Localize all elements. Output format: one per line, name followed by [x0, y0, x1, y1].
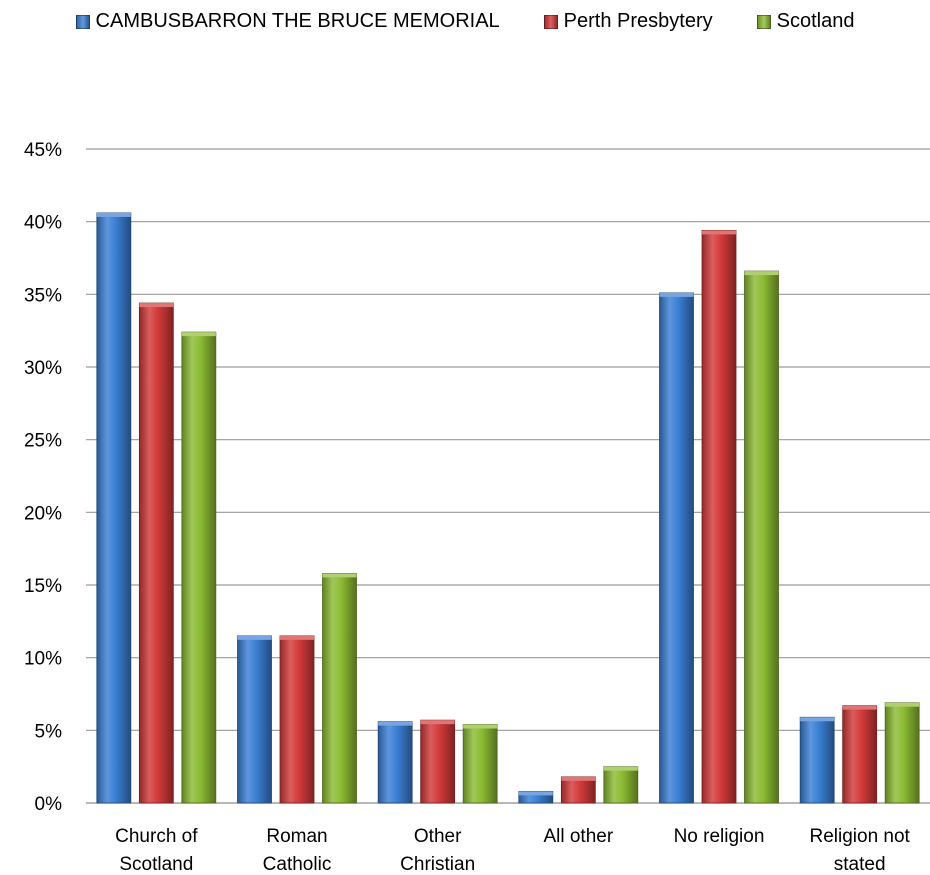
- bar-top-highlight: [518, 791, 553, 796]
- x-category-label: Other Christian: [400, 826, 475, 875]
- legend-swatch: [756, 14, 771, 29]
- legend-label: Scotland: [776, 10, 855, 32]
- bar-top-highlight: [603, 766, 638, 771]
- legend-item: CAMBUSBARRON THE BRUCE MEMORIAL: [75, 10, 500, 33]
- bar-top-highlight: [463, 724, 498, 729]
- bar-2-1: [420, 719, 456, 804]
- bar-4-0: [659, 292, 694, 804]
- y-tick-label: 10%: [24, 649, 62, 670]
- bar-top-highlight: [139, 303, 174, 308]
- y-tick-label: 45%: [24, 140, 62, 161]
- bar-top-highlight: [842, 705, 877, 710]
- legend-swatch: [75, 14, 90, 29]
- y-tick-label: 30%: [24, 358, 62, 379]
- legend-swatch: [543, 14, 558, 29]
- bar-0-2: [181, 331, 217, 804]
- legend-label: Perth Presbytery: [563, 10, 713, 32]
- x-category-label: Roman Catholic: [263, 826, 332, 875]
- legend-item: Perth Presbytery: [543, 10, 713, 33]
- bar-top-highlight: [659, 292, 694, 297]
- bar-1-2: [322, 572, 357, 804]
- bar-top-highlight: [96, 212, 131, 217]
- bar-2-2: [462, 724, 498, 804]
- bar-5-1: [842, 705, 878, 804]
- bar-top-highlight: [702, 230, 736, 235]
- x-category-label: No religion: [674, 826, 765, 847]
- bar-0-1: [138, 302, 174, 804]
- y-tick-label: 25%: [24, 431, 62, 452]
- bar-top-highlight: [378, 721, 413, 726]
- bar-2-0: [377, 721, 413, 804]
- bar-top-highlight: [744, 271, 779, 276]
- legend-label: CAMBUSBARRON THE BRUCE MEMORIAL: [95, 10, 500, 32]
- bar-top-highlight: [561, 776, 596, 781]
- y-tick-label: 15%: [24, 576, 62, 597]
- legend-item: Scotland: [756, 10, 855, 33]
- chart-legend: CAMBUSBARRON THE BRUCE MEMORIAL Perth Pre…: [0, 10, 930, 33]
- bar-top-highlight: [800, 717, 835, 722]
- bar-3-2: [603, 766, 639, 804]
- bar-4-1: [701, 229, 737, 804]
- bar-top-highlight: [420, 720, 455, 725]
- bar-4-2: [744, 270, 779, 804]
- bar-top-highlight: [322, 573, 357, 578]
- bar-top-highlight: [237, 635, 272, 640]
- x-category-label: All other: [543, 826, 613, 847]
- bar-top-highlight: [885, 702, 920, 707]
- bar-0-0: [96, 212, 132, 804]
- bar-5-0: [799, 716, 835, 804]
- y-tick-label: 40%: [24, 213, 62, 234]
- bar-1-1: [279, 635, 315, 804]
- bar-top-highlight: [280, 635, 314, 640]
- bar-1-0: [237, 635, 272, 804]
- x-category-label: Religion not stated: [809, 826, 910, 875]
- y-tick-label: 0%: [35, 794, 63, 815]
- bar-3-1: [560, 776, 596, 804]
- bar-5-2: [884, 702, 920, 804]
- x-category-label: Church of Scotland: [115, 826, 198, 875]
- y-tick-label: 35%: [24, 285, 62, 306]
- bar-top-highlight: [181, 332, 216, 337]
- y-tick-label: 5%: [35, 721, 63, 742]
- y-tick-label: 20%: [24, 503, 62, 524]
